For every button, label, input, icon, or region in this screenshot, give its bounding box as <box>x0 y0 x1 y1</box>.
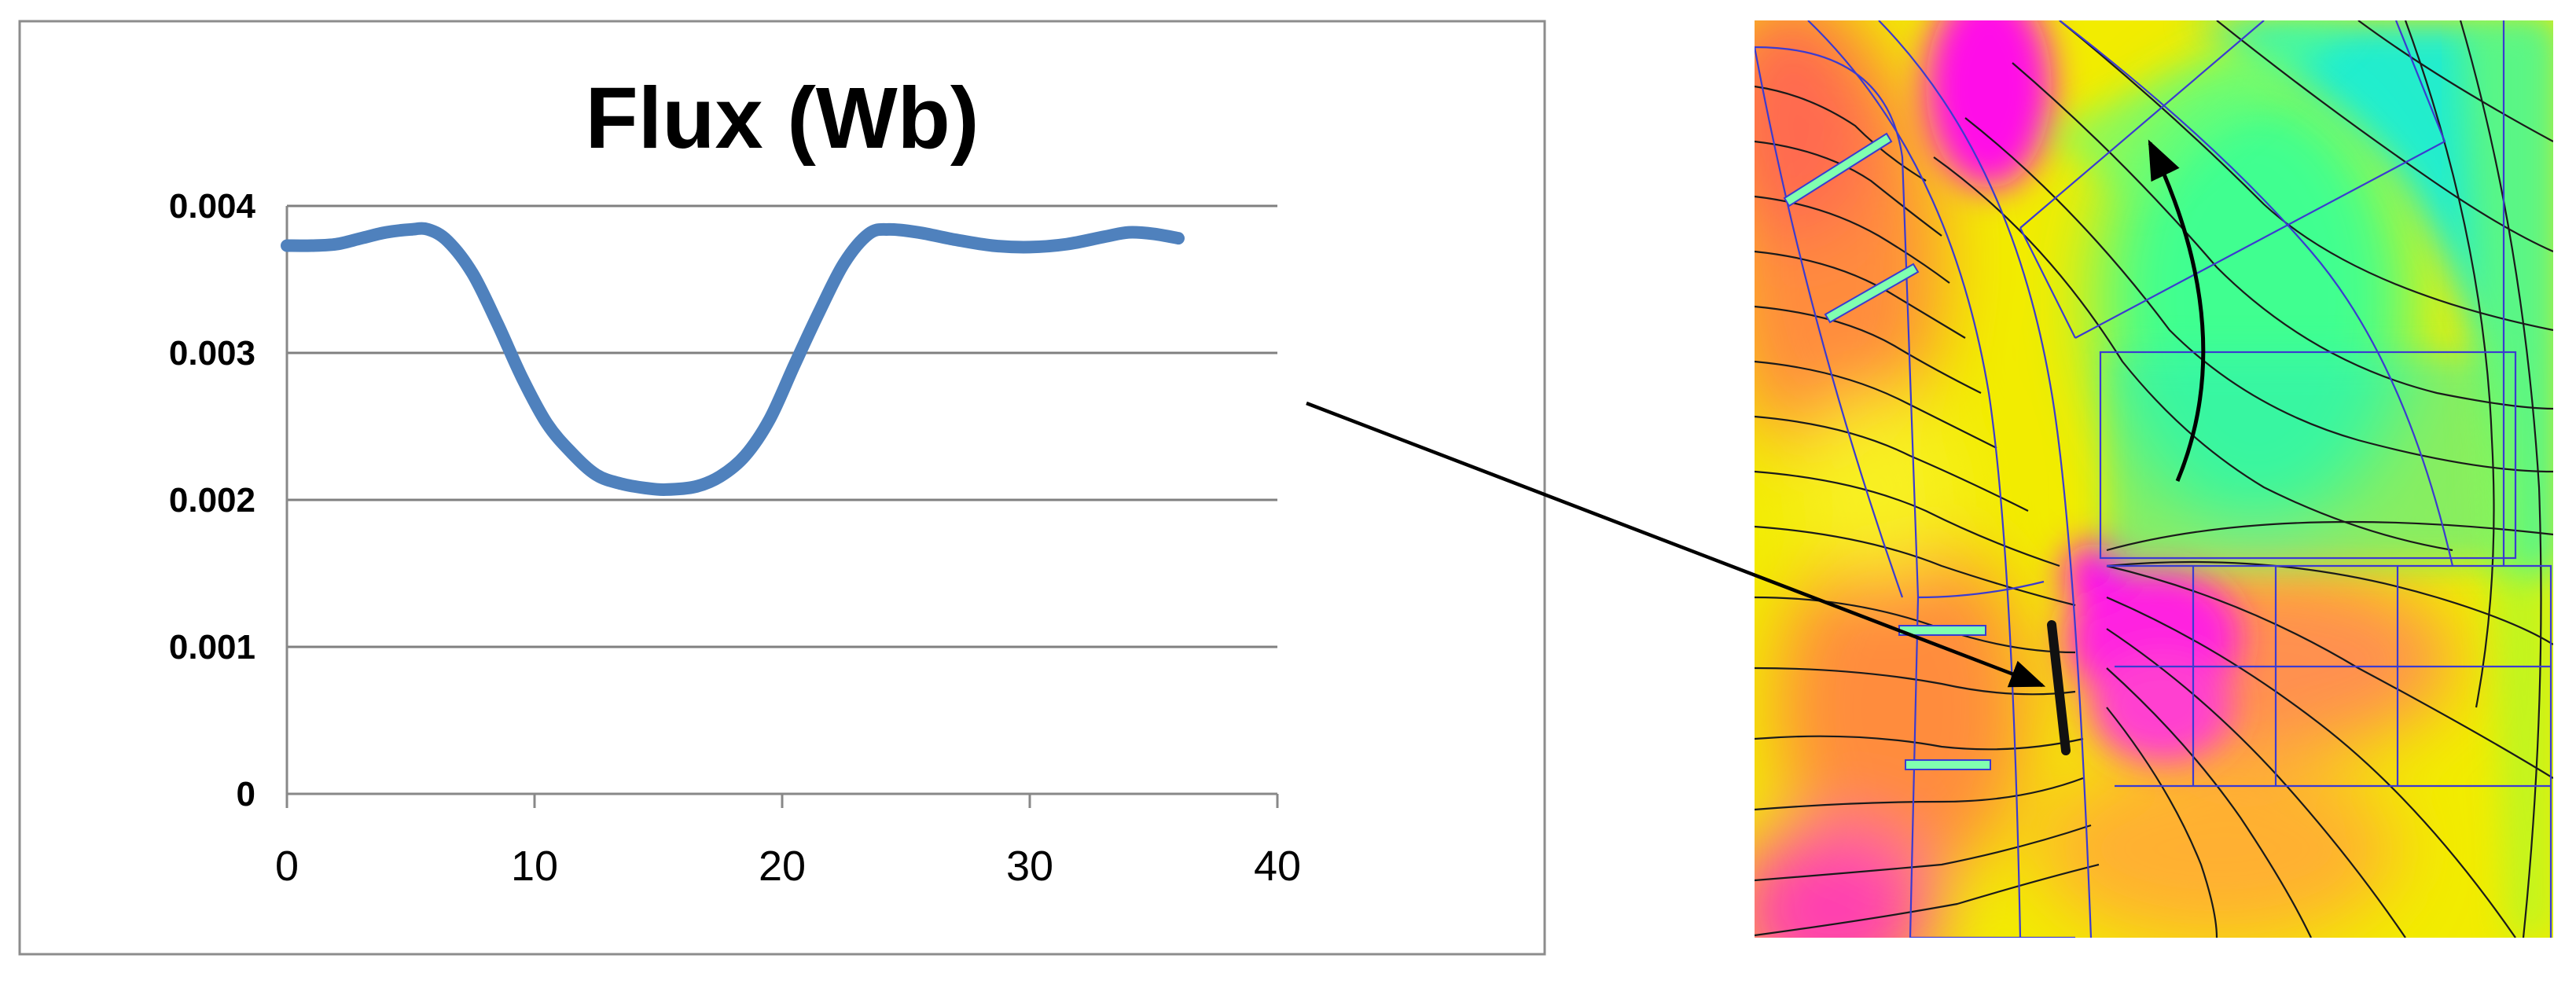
gridlines <box>287 204 1277 648</box>
series-line-0 <box>281 222 1185 496</box>
y-tick-label: 0.003 <box>169 334 255 373</box>
field-simulation-image <box>1755 20 2553 938</box>
y-tick-label: 0.004 <box>169 187 256 226</box>
x-tick-label: 0 <box>275 843 299 890</box>
y-tick-label: 0 <box>237 775 255 814</box>
x-tick-label: 40 <box>1254 843 1301 890</box>
y-tick-label: 0.001 <box>169 628 255 667</box>
chart-panel: Flux (Wb) 0 0.001 0.002 0.003 0.004 0 10 20 30 4… <box>18 20 1546 956</box>
y-tick-labels: 0 0.001 0.002 0.003 0.004 <box>169 187 256 814</box>
series-group <box>281 222 1185 496</box>
x-tick-label: 20 <box>759 843 806 890</box>
chart-title: Flux (Wb) <box>586 70 979 167</box>
axes <box>285 206 1279 808</box>
x-tick-labels: 0 10 20 30 40 <box>275 843 1301 890</box>
connector-arrow <box>1306 401 2046 688</box>
x-tick-label: 10 <box>511 843 558 890</box>
x-tick-label: 30 <box>1006 843 1053 890</box>
y-tick-label: 0.002 <box>169 481 255 520</box>
